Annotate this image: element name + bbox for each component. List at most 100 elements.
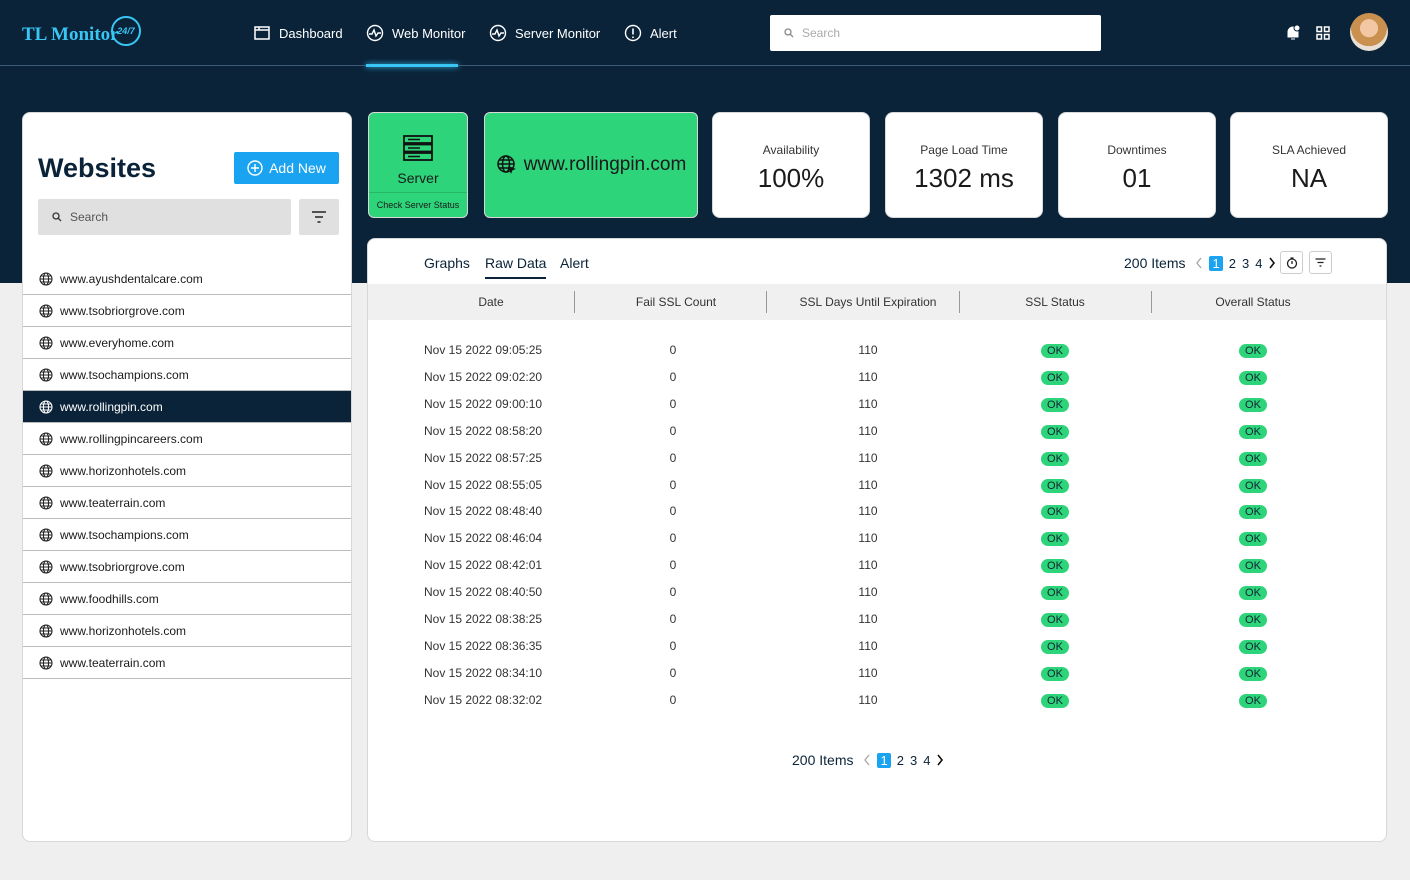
stat-label: Availability bbox=[762, 143, 820, 157]
site-item[interactable]: www.tsobriorgrove.com bbox=[23, 551, 351, 583]
globe-icon bbox=[39, 623, 53, 638]
nav-label: Web Monitor bbox=[392, 25, 466, 41]
table-cell: OK bbox=[1153, 693, 1353, 708]
site-item[interactable]: www.tsochampions.com bbox=[23, 519, 351, 551]
site-item[interactable]: www.everyhome.com bbox=[23, 327, 351, 359]
table-cell: 0 bbox=[573, 693, 773, 707]
stat-value: NA bbox=[1290, 163, 1328, 193]
status-badge: OK bbox=[1041, 505, 1069, 520]
site-item[interactable]: www.ayushdentalcare.com bbox=[23, 263, 351, 295]
column-separator bbox=[766, 291, 767, 313]
notification-icon[interactable] bbox=[1285, 24, 1301, 42]
tab[interactable]: Raw Data bbox=[485, 255, 547, 279]
table-cell: OK bbox=[1153, 370, 1353, 385]
status-badge: OK bbox=[1239, 451, 1267, 466]
page-number[interactable]: 4 bbox=[923, 752, 931, 768]
clock-button[interactable] bbox=[1280, 251, 1303, 274]
tab[interactable]: Graphs bbox=[424, 255, 470, 271]
add-button[interactable]: Add New bbox=[234, 152, 339, 184]
cell-text: 0 bbox=[669, 692, 677, 707]
sidebar: Websites Add New Search www.ayushdentalc… bbox=[22, 112, 352, 842]
site-item[interactable]: www.teaterrain.com bbox=[23, 647, 351, 679]
prev-icon bbox=[864, 754, 871, 766]
server-card[interactable]: Server Check Server Status bbox=[368, 112, 468, 218]
filter-button[interactable] bbox=[1309, 251, 1332, 274]
cell-text: Nov 15 2022 08:57:25 bbox=[424, 450, 543, 465]
cell-text: Nov 15 2022 08:38:25 bbox=[424, 612, 543, 626]
apps-icon[interactable] bbox=[1316, 26, 1330, 40]
tab[interactable]: Alert bbox=[560, 255, 589, 271]
cell-text: 110 bbox=[858, 638, 878, 653]
status-badge: OK bbox=[1041, 370, 1069, 385]
table-header: Date Fail SSL Count SSL Days Until Expirat… bbox=[368, 284, 1386, 320]
table-cell: 0 bbox=[573, 612, 773, 626]
table-cell: OK bbox=[1153, 585, 1353, 601]
item-count: 200 Items bbox=[792, 752, 854, 768]
table-cell: OK bbox=[1153, 451, 1353, 466]
top-bar: TL Monitor 24/7 Search Dashboard Web Moni… bbox=[0, 0, 1410, 67]
table-cell: 0 bbox=[573, 639, 773, 653]
page-number[interactable]: 1 bbox=[1209, 255, 1223, 271]
logo[interactable]: TL Monitor bbox=[22, 24, 119, 45]
table-cell: Nov 15 2022 08:40:50 bbox=[424, 585, 554, 599]
site-item[interactable]: www.rollingpincareers.com bbox=[23, 423, 351, 455]
nav-item[interactable]: Web Monitor bbox=[366, 24, 465, 42]
page-number[interactable]: 2 bbox=[896, 752, 904, 768]
table-cell: 0 bbox=[573, 451, 773, 465]
table-cell: 110 bbox=[768, 424, 968, 438]
table-cell: 110 bbox=[768, 666, 968, 680]
server-action[interactable]: Check Server Status bbox=[369, 192, 467, 210]
site-item[interactable]: www.tsobriorgrove.com bbox=[23, 295, 351, 327]
table-cell: Nov 15 2022 08:46:04 bbox=[424, 531, 554, 545]
avatar[interactable] bbox=[1350, 13, 1388, 51]
site-item[interactable]: www.foodhills.com bbox=[23, 583, 351, 615]
page-number[interactable]: 1 bbox=[877, 752, 891, 768]
site-item[interactable]: www.horizonhotels.com bbox=[23, 455, 351, 487]
site-item[interactable]: www.tsochampions.com bbox=[23, 359, 351, 391]
nav-item[interactable]: Dashboard bbox=[253, 24, 343, 42]
table-cell: OK bbox=[960, 585, 1150, 601]
site-item[interactable]: www.teaterrain.com bbox=[23, 487, 351, 519]
table-cell: OK bbox=[1153, 478, 1353, 493]
table-cell: 0 bbox=[573, 504, 773, 518]
cell-text: 0 bbox=[669, 638, 677, 653]
nav-item[interactable]: Alert bbox=[624, 24, 677, 42]
server-icon bbox=[403, 135, 433, 161]
table-cell: 110 bbox=[768, 478, 968, 492]
column-header: Overall Status bbox=[1215, 295, 1291, 309]
filter-icon bbox=[312, 211, 326, 223]
table-cell: Nov 15 2022 09:00:10 bbox=[424, 397, 554, 411]
status-badge: OK bbox=[1239, 532, 1267, 547]
top-search[interactable]: Search bbox=[770, 15, 1101, 51]
site-search[interactable]: Search bbox=[38, 199, 291, 235]
page-number[interactable]: 4 bbox=[1255, 255, 1263, 271]
page-number[interactable]: 3 bbox=[909, 752, 918, 768]
status-badge: OK bbox=[1239, 613, 1267, 627]
table-cell: OK bbox=[960, 370, 1150, 385]
table-cell: 0 bbox=[573, 585, 773, 599]
stat-card: Downtimes 01 bbox=[1058, 112, 1216, 218]
filter-button[interactable] bbox=[299, 199, 339, 235]
data-panel: 200 Items 1 2 3 4 Date Fail SSL Count SSL Days… bbox=[367, 238, 1387, 842]
cell-text: 110 bbox=[858, 531, 878, 546]
table-cell: 0 bbox=[573, 370, 773, 384]
site-item[interactable]: www.rollingpin.com bbox=[23, 391, 351, 423]
status-badge: OK bbox=[1239, 559, 1267, 574]
site-name: www.teaterrain.com bbox=[60, 655, 166, 670]
table-cell: 110 bbox=[768, 612, 968, 626]
nav-item[interactable]: Server Monitor bbox=[489, 24, 600, 42]
page-number[interactable]: 3 bbox=[1241, 255, 1250, 271]
site-name: www.foodhills.com bbox=[60, 591, 159, 606]
nav-icon bbox=[254, 26, 270, 40]
table-cell: 0 bbox=[573, 666, 773, 680]
page-number[interactable]: 2 bbox=[1228, 255, 1236, 271]
table-cell: OK bbox=[960, 424, 1150, 439]
site-item[interactable]: www.horizonhotels.com bbox=[23, 615, 351, 647]
table-cell: 110 bbox=[768, 639, 968, 653]
status-badge: OK bbox=[1041, 397, 1069, 412]
item-count: 200 Items bbox=[1124, 255, 1186, 271]
logo-badge: 24/7 bbox=[111, 16, 141, 46]
globe-icon bbox=[39, 431, 53, 446]
column-header: Date bbox=[478, 295, 504, 309]
